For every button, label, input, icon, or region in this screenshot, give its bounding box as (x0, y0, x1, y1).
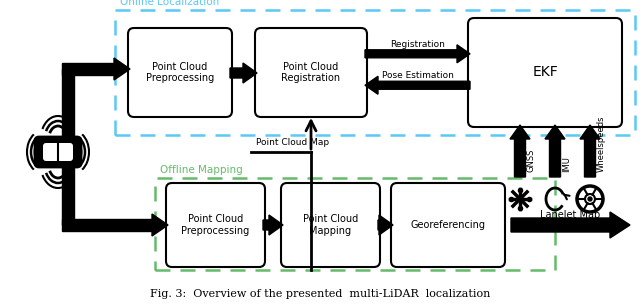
Text: Point Cloud Map: Point Cloud Map (256, 138, 329, 147)
Text: Pose Estimation: Pose Estimation (381, 71, 453, 80)
Bar (62, 219, 152, 231)
Text: Point Cloud
Preprocessing: Point Cloud Preprocessing (146, 62, 214, 83)
FancyBboxPatch shape (468, 18, 622, 127)
Text: Online Localization: Online Localization (120, 0, 220, 7)
Text: Offline Mapping: Offline Mapping (160, 165, 243, 175)
FancyBboxPatch shape (43, 143, 73, 161)
Polygon shape (365, 45, 470, 63)
FancyBboxPatch shape (166, 183, 265, 267)
Bar (62, 69, 74, 137)
FancyBboxPatch shape (255, 28, 367, 117)
Text: Point Cloud
Preprocessing: Point Cloud Preprocessing (181, 214, 250, 236)
Text: Fig. 3:  Overview of the presented  multi-LiDAR  localization: Fig. 3: Overview of the presented multi-… (150, 289, 490, 299)
FancyBboxPatch shape (128, 28, 232, 117)
FancyBboxPatch shape (281, 183, 380, 267)
Text: Georeferencing: Georeferencing (410, 220, 486, 230)
Polygon shape (230, 63, 257, 83)
Text: Point Cloud
Mapping: Point Cloud Mapping (303, 214, 358, 236)
Polygon shape (152, 214, 168, 236)
Text: Wheelspeeds: Wheelspeeds (597, 115, 606, 172)
Polygon shape (580, 125, 600, 177)
Text: Registration: Registration (390, 40, 445, 49)
FancyBboxPatch shape (35, 137, 81, 167)
Bar (115, 10, 635, 135)
Text: GNSS: GNSS (527, 149, 536, 172)
Bar (62, 63, 114, 75)
Polygon shape (365, 76, 470, 94)
Text: Lanelet Map: Lanelet Map (540, 210, 600, 220)
Text: IMU: IMU (562, 156, 571, 172)
Polygon shape (510, 125, 530, 177)
Bar (62, 167, 74, 225)
Polygon shape (511, 212, 630, 238)
Polygon shape (114, 58, 130, 80)
Bar (155, 178, 555, 270)
Polygon shape (545, 125, 565, 177)
Polygon shape (378, 215, 393, 235)
Circle shape (588, 197, 592, 201)
Text: Point Cloud
Registration: Point Cloud Registration (282, 62, 340, 83)
Text: EKF: EKF (532, 65, 558, 80)
Polygon shape (263, 215, 283, 235)
FancyBboxPatch shape (391, 183, 505, 267)
